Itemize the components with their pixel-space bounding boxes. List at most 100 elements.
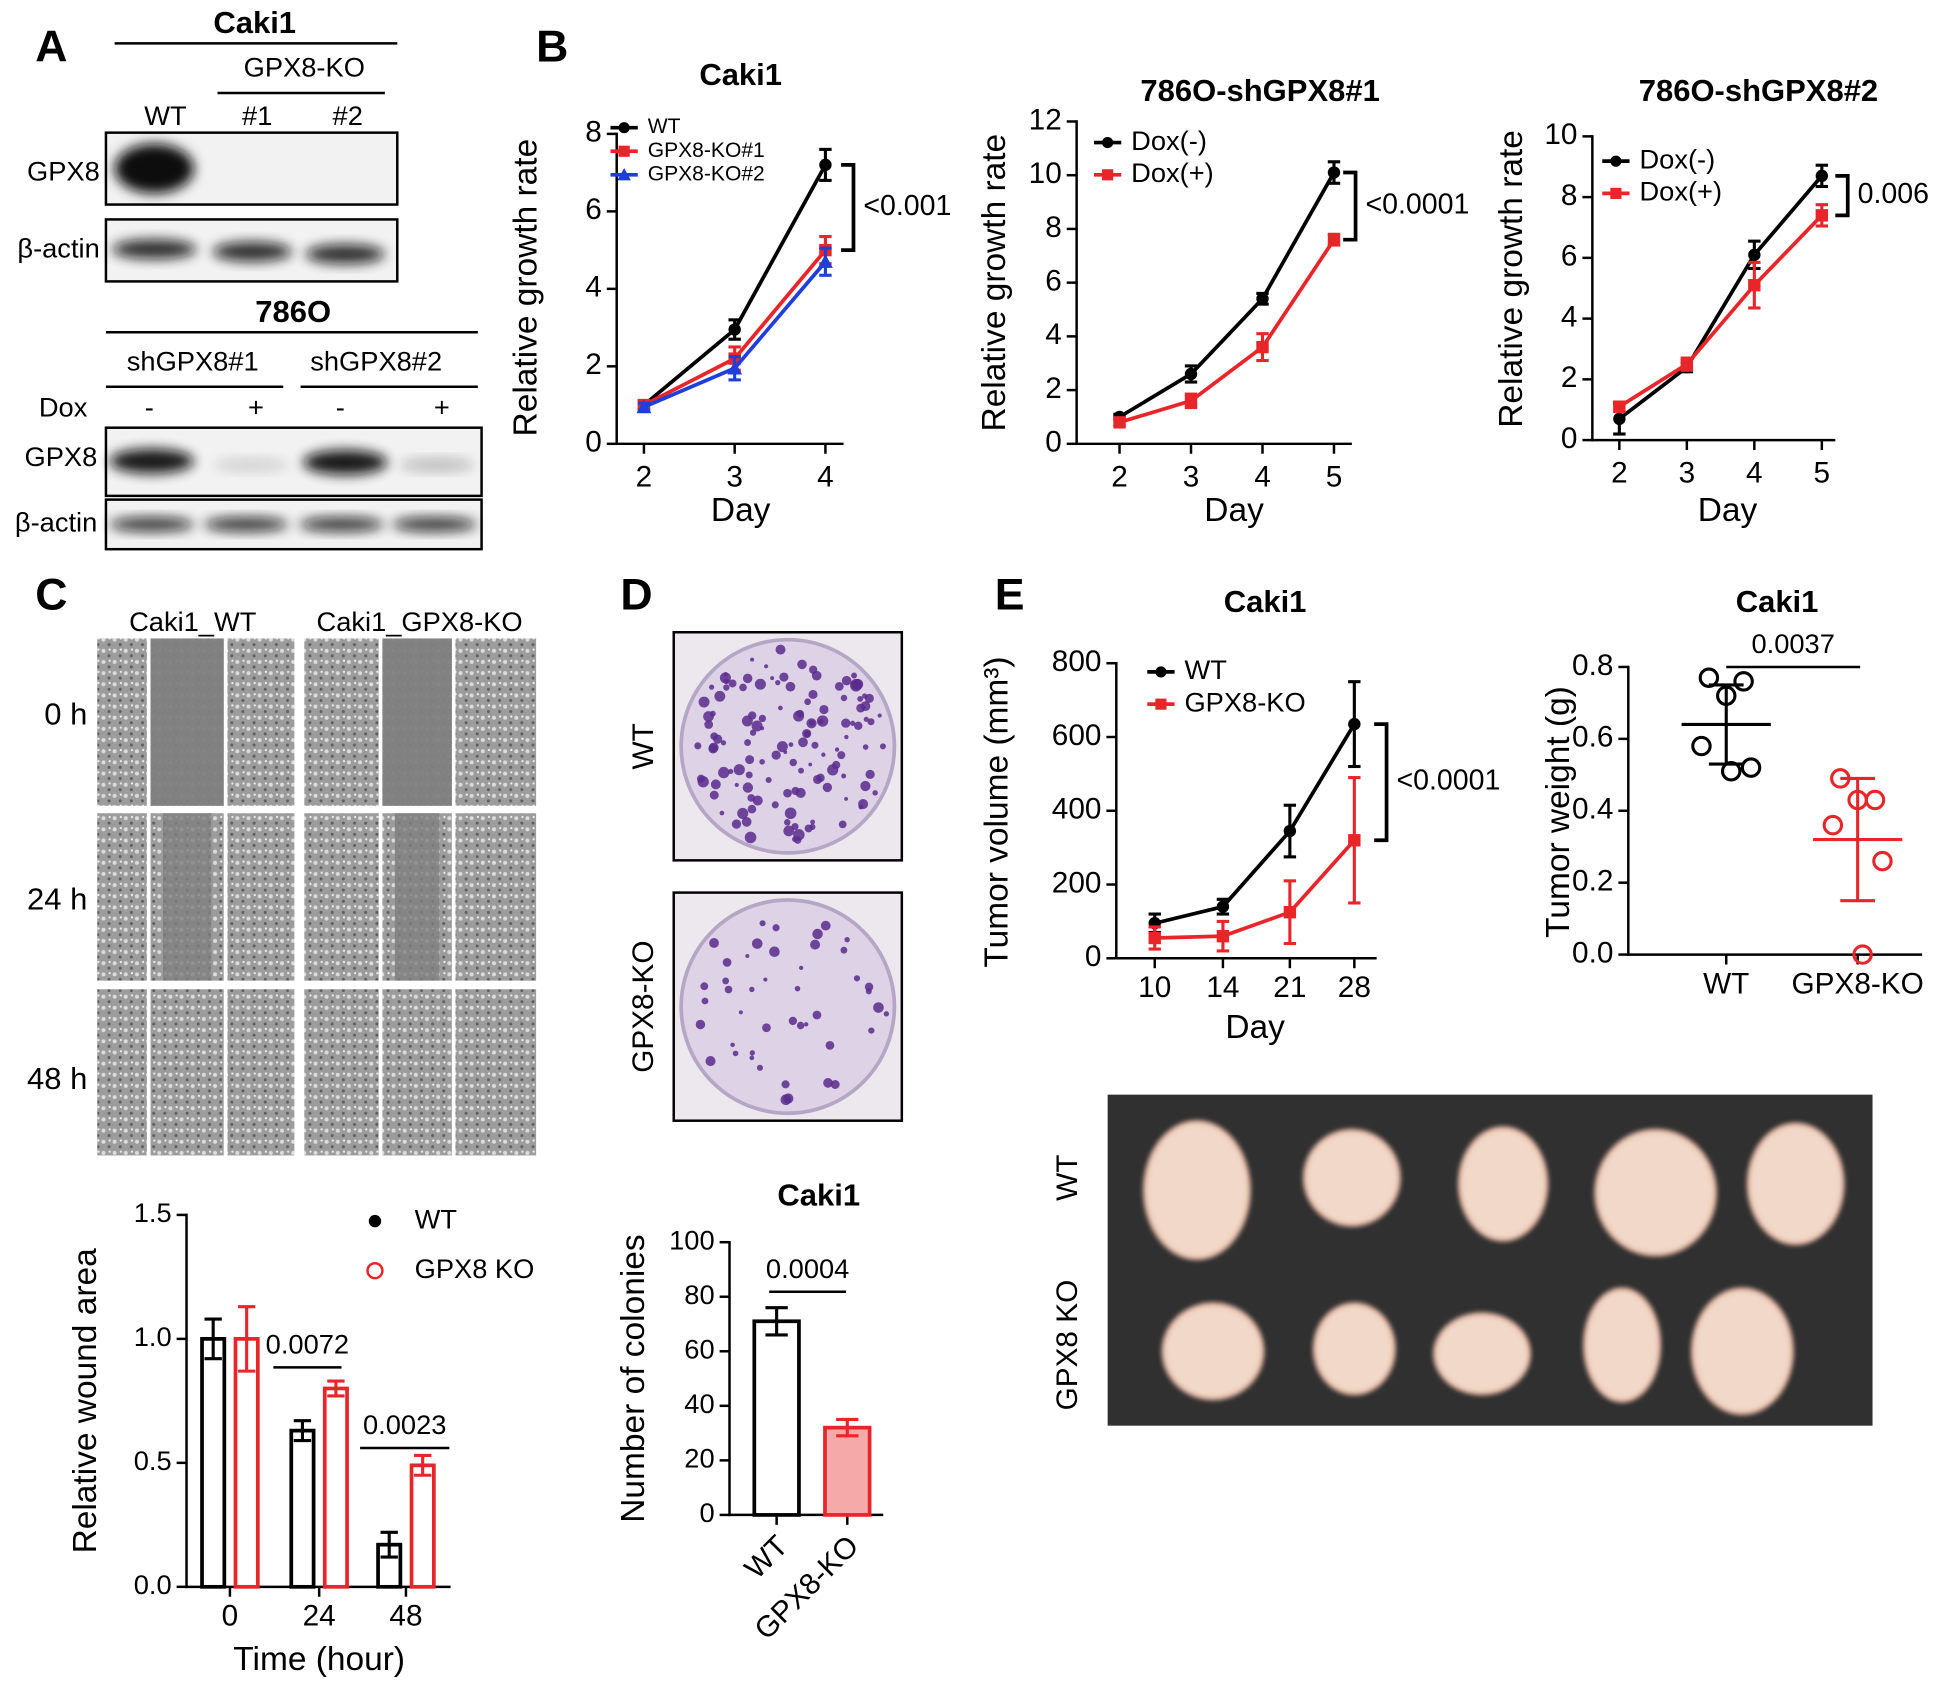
colony [795, 787, 806, 798]
blot-band [399, 458, 475, 472]
colony [862, 744, 869, 750]
tumor [1433, 1312, 1531, 1396]
colony [765, 776, 772, 784]
y-tick-label: 0 [1561, 422, 1578, 455]
marker [1148, 931, 1161, 945]
dox-label: Dox [39, 391, 88, 422]
colony [820, 920, 831, 931]
x-axis-label: Time (hour) [233, 1641, 405, 1678]
marker [1283, 905, 1297, 919]
colony [834, 747, 840, 752]
colony [784, 807, 797, 820]
colony [802, 728, 812, 739]
colony [769, 946, 780, 958]
x-axis-label: Day [1225, 1009, 1285, 1046]
marker [1815, 209, 1829, 222]
colony [797, 659, 807, 670]
y-tick-label: 0.2 [1572, 865, 1613, 898]
colony [798, 767, 804, 774]
legend-label: Dox(+) [1639, 176, 1722, 207]
colony [752, 795, 763, 806]
colony [778, 705, 783, 711]
p-value: 0.0072 [266, 1329, 349, 1360]
colony [723, 684, 730, 691]
blot-band [114, 143, 194, 194]
colony [862, 693, 868, 699]
colony [808, 719, 816, 726]
y-tick-label: 0 [1085, 940, 1102, 973]
marker [617, 167, 631, 181]
marker [728, 323, 741, 336]
colony [728, 679, 737, 688]
legend-label: Dox(-) [1131, 125, 1207, 156]
colony [809, 823, 816, 830]
wound-gap [162, 813, 212, 981]
colony [709, 710, 716, 717]
p-value: 0.0037 [1751, 628, 1834, 659]
colony [810, 939, 821, 950]
wound-gap [382, 638, 452, 806]
colony [742, 782, 754, 793]
colony [722, 977, 730, 985]
significance-bracket [841, 163, 856, 252]
colony [844, 796, 848, 801]
blot-group: GPX8-KO [244, 52, 365, 83]
y-tick-label: 60 [684, 1333, 714, 1364]
colony [747, 794, 756, 802]
colony [749, 986, 755, 993]
row-label: GPX8 [27, 156, 100, 187]
marker [1610, 155, 1622, 167]
colony [838, 820, 847, 829]
blot-band [203, 516, 289, 532]
colony [788, 742, 794, 747]
blot-band [112, 239, 197, 260]
blot-band [299, 516, 384, 532]
wound-photo [304, 638, 379, 806]
bar [752, 1319, 801, 1517]
colony [808, 689, 818, 700]
colony [722, 958, 732, 967]
y-tick-label: 20 [684, 1443, 714, 1474]
lane-label: #1 [242, 100, 272, 131]
y-tick-label: 200 [1052, 866, 1102, 899]
colony [708, 744, 718, 754]
marker [817, 254, 833, 268]
p-value: 0.006 [1858, 178, 1929, 210]
wound-photo [455, 638, 537, 806]
colony [864, 982, 874, 992]
marker [618, 145, 630, 157]
x-axis-label: Day [1698, 492, 1758, 529]
wound-photo [227, 989, 295, 1156]
p-value: 0.0004 [766, 1253, 849, 1284]
y-tick-label: 6 [1045, 265, 1062, 298]
chart-title: Caki1 [699, 57, 782, 92]
wound-photo [97, 813, 147, 981]
x-tick-label: 2 [636, 460, 653, 493]
x-tick-label: 2 [1611, 457, 1628, 490]
y-tick-label: 0 [1045, 426, 1062, 459]
y-tick-label: 1.0 [134, 1321, 172, 1352]
data-point [1691, 735, 1712, 757]
colony [858, 799, 869, 810]
y-tick-label: 0.0 [1572, 936, 1613, 969]
x-tick-label: 28 [1338, 971, 1371, 1004]
colony [794, 985, 801, 992]
wound-photo [382, 989, 452, 1156]
colony [873, 1002, 884, 1013]
colony [793, 710, 805, 722]
y-tick-label: 0.6 [1572, 721, 1613, 754]
marker [727, 360, 743, 375]
colony [724, 985, 733, 994]
colony [775, 644, 786, 655]
colony [860, 780, 871, 792]
colony [744, 739, 752, 747]
blot-group: shGPX8#2 [310, 345, 442, 376]
marker [1815, 169, 1829, 183]
p-value: <0.0001 [1365, 189, 1469, 221]
colony [756, 1064, 764, 1071]
colony [705, 1056, 716, 1067]
colony [748, 711, 757, 720]
marker [1748, 278, 1761, 292]
marker [368, 1214, 382, 1228]
colony [751, 720, 763, 732]
